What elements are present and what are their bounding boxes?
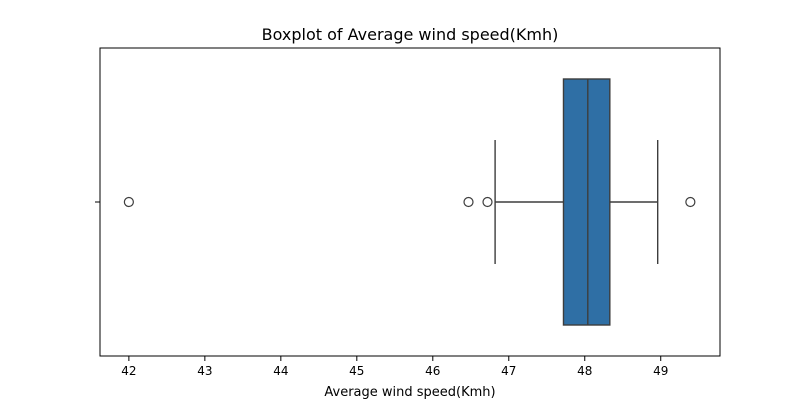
chart-title: Boxplot of Average wind speed(Kmh)	[262, 25, 559, 44]
plot-area	[99, 47, 721, 357]
x-tick-label: 44	[273, 364, 288, 378]
x-tick-label: 45	[349, 364, 364, 378]
x-tick-label: 43	[197, 364, 212, 378]
outlier-point	[685, 196, 696, 208]
x-axis-label: Average wind speed(Kmh)	[324, 385, 495, 400]
x-axis: 42 43 44 45 46 47 48 49	[121, 356, 668, 378]
outlier-point	[482, 196, 493, 208]
iqr-box	[562, 78, 611, 326]
x-tick-label: 49	[653, 364, 668, 378]
outlier-point	[123, 196, 134, 208]
x-tick-label: 48	[577, 364, 592, 378]
x-tick-label: 47	[501, 364, 516, 378]
x-tick-label: 42	[121, 364, 136, 378]
x-tick-label: 46	[425, 364, 440, 378]
outlier-point	[463, 196, 474, 208]
